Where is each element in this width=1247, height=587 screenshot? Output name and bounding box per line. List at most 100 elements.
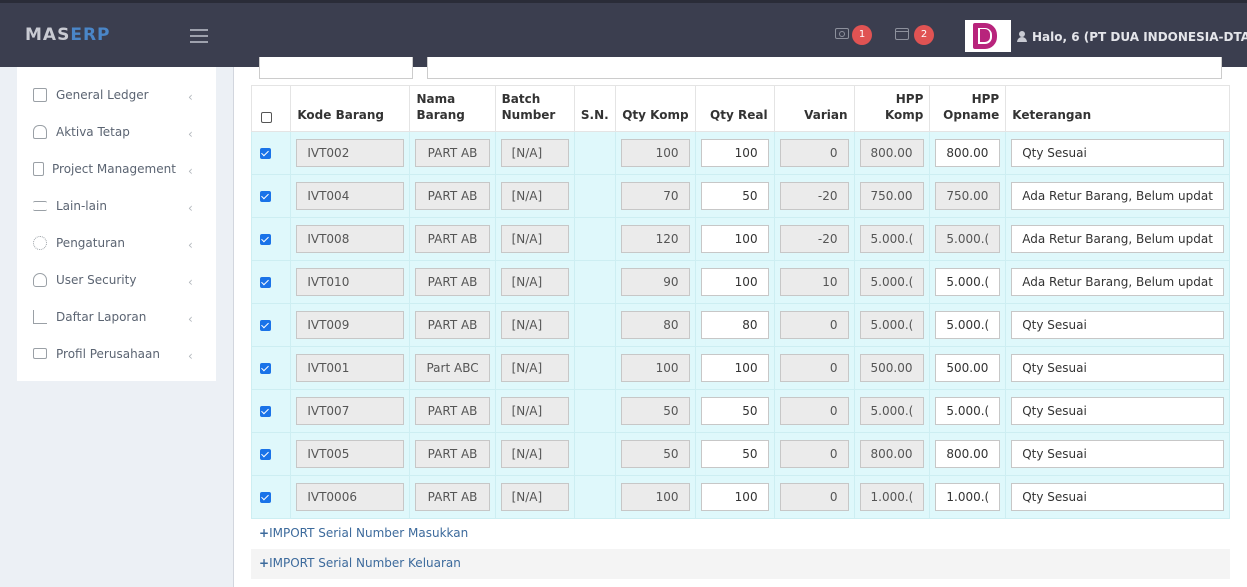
table-row: IVT007 PART AB [N/A] 50 50 0 5.000.( 5.0… — [250, 389, 1230, 433]
varian-field: 0 — [779, 311, 849, 339]
row-checkbox[interactable] — [260, 448, 271, 460]
menu-toggle-icon[interactable] — [190, 29, 208, 43]
qty-real-input[interactable]: 50 — [700, 182, 769, 210]
keterangan-input[interactable]: Qty Sesuai — [1011, 354, 1224, 382]
keterangan-input[interactable]: Ada Retur Barang, Belum updat — [1011, 268, 1224, 296]
hpp-opname-input[interactable]: 800.00 — [935, 440, 1001, 468]
keterangan-input[interactable]: Qty Sesuai — [1011, 483, 1224, 511]
row-checkbox[interactable] — [260, 319, 271, 331]
camera-icon[interactable] — [835, 28, 849, 39]
qty-real-input[interactable]: 100 — [700, 225, 769, 253]
book-icon — [33, 88, 47, 102]
col-batch-number: Batch Number — [494, 85, 575, 132]
varian-field: 0 — [779, 483, 849, 511]
filter-field-1[interactable] — [259, 57, 413, 79]
table-row: IVT005 PART AB [N/A] 50 50 0 800.00 800.… — [250, 432, 1230, 476]
table-row: IVT0006 PART AB [N/A] 100 100 0 1.000.( … — [250, 475, 1230, 519]
hpp-opname-input[interactable]: 5.000.( — [935, 268, 1001, 296]
keterangan-input[interactable]: Qty Sesuai — [1011, 311, 1224, 339]
col-nama-barang: Nama Barang — [409, 85, 496, 132]
hpp-komp-field: 5.000.( — [859, 268, 925, 296]
varian-field: 0 — [779, 397, 849, 425]
app-logo[interactable]: MASERP — [25, 25, 111, 45]
car-icon — [33, 125, 47, 139]
batch-number-field: [N/A] — [500, 483, 569, 511]
hpp-opname-input[interactable]: 500.00 — [935, 354, 1001, 382]
sidebar-item-project-management[interactable]: Project Management ‹ — [17, 151, 216, 188]
col-hpp-opname: HPP Opname — [929, 85, 1007, 132]
chevron-left-icon: ‹ — [188, 201, 193, 215]
select-all-checkbox[interactable] — [261, 112, 272, 123]
keterangan-input[interactable]: Qty Sesuai — [1011, 397, 1224, 425]
chevron-left-icon: ‹ — [188, 164, 193, 178]
col-qty-komp: Qty Komp — [614, 85, 696, 132]
user-greeting[interactable]: Halo, 6 (PT DUA INDONESIA-DTA001) — [1032, 30, 1247, 44]
row-checkbox[interactable] — [260, 405, 271, 417]
kode-barang-field: IVT009 — [296, 311, 405, 339]
import-sn-keluaran-link[interactable]: +IMPORT Serial Number Keluaran — [251, 549, 1230, 579]
col-hpp-komp: HPP Komp — [853, 85, 931, 132]
qty-real-input[interactable]: 100 — [700, 483, 769, 511]
qty-real-input[interactable]: 100 — [700, 354, 769, 382]
qty-komp-field: 100 — [620, 483, 690, 511]
sn-cell — [573, 131, 616, 175]
kode-barang-field: IVT001 — [296, 354, 405, 382]
hpp-komp-field: 5.000.( — [859, 397, 925, 425]
qty-komp-field: 100 — [620, 139, 690, 167]
keterangan-input[interactable]: Ada Retur Barang, Belum updat — [1011, 182, 1224, 210]
table-header-row: Kode Barang Nama Barang Batch Number S.N. … — [250, 85, 1230, 132]
batch-number-field: [N/A] — [500, 225, 569, 253]
sidebar-item-aktiva-tetap[interactable]: Aktiva Tetap ‹ — [17, 114, 216, 151]
varian-field: 0 — [779, 440, 849, 468]
sidebar-item-pengaturan[interactable]: Pengaturan ‹ — [17, 225, 216, 262]
keterangan-input[interactable]: Qty Sesuai — [1011, 440, 1224, 468]
row-checkbox[interactable] — [260, 491, 271, 503]
sidebar-item-general-ledger[interactable]: General Ledger ‹ — [17, 77, 216, 114]
sn-cell — [573, 303, 616, 347]
hpp-opname-input[interactable]: 5.000.( — [935, 397, 1001, 425]
table-row: IVT010 PART AB [N/A] 90 100 10 5.000.( 5… — [250, 260, 1230, 304]
row-checkbox[interactable] — [260, 362, 271, 374]
hpp-opname-input[interactable]: 800.00 — [935, 139, 1001, 167]
nama-barang-field: Part ABC — [415, 354, 490, 382]
hpp-komp-field: 5.000.( — [859, 225, 925, 253]
filter-field-2[interactable] — [427, 57, 1222, 79]
qty-komp-field: 90 — [620, 268, 690, 296]
row-checkbox[interactable] — [260, 276, 271, 288]
sidebar-item-daftar-laporan[interactable]: Daftar Laporan ‹ — [17, 299, 216, 336]
building-icon — [33, 162, 44, 176]
chevron-left-icon: ‹ — [188, 127, 193, 141]
row-checkbox[interactable] — [260, 190, 271, 202]
hpp-opname-field: 5.000.( — [935, 225, 1001, 253]
sn-cell — [573, 260, 616, 304]
hpp-opname-input[interactable]: 5.000.( — [935, 311, 1001, 339]
company-logo[interactable] — [965, 20, 1011, 52]
varian-field: 0 — [779, 354, 849, 382]
sidebar-item-user-security[interactable]: User Security ‹ — [17, 262, 216, 299]
select-all-header[interactable] — [250, 85, 292, 132]
qty-real-input[interactable]: 50 — [700, 440, 769, 468]
keterangan-input[interactable]: Qty Sesuai — [1011, 139, 1224, 167]
qty-real-input[interactable]: 100 — [700, 268, 769, 296]
hpp-komp-field: 5.000.( — [859, 311, 925, 339]
plus-icon: + — [259, 526, 270, 540]
row-checkbox[interactable] — [260, 233, 271, 245]
keterangan-input[interactable]: Ada Retur Barang, Belum updat — [1011, 225, 1224, 253]
hpp-komp-field: 800.00 — [859, 440, 925, 468]
qty-real-input[interactable]: 100 — [700, 139, 769, 167]
import-sn-masukkan-link[interactable]: +IMPORT Serial Number Masukkan — [259, 526, 469, 540]
batch-number-field: [N/A] — [500, 354, 569, 382]
qty-real-input[interactable]: 50 — [700, 397, 769, 425]
sidebar-item-lain-lain[interactable]: Lain-lain ‹ — [17, 188, 216, 225]
col-qty-real: Qty Real — [694, 85, 775, 132]
qty-real-input[interactable]: 80 — [700, 311, 769, 339]
row-checkbox[interactable] — [260, 147, 271, 159]
table-row: IVT002 PART AB [N/A] 100 100 0 800.00 80… — [250, 131, 1230, 175]
main-content: Kode Barang Nama Barang Batch Number S.N. … — [233, 57, 1247, 587]
calendar-icon[interactable] — [895, 28, 909, 40]
sidebar-item-profil-perusahaan[interactable]: Profil Perusahaan ‹ — [17, 336, 216, 373]
chevron-left-icon: ‹ — [188, 90, 193, 104]
hpp-opname-input[interactable]: 1.000.( — [935, 483, 1001, 511]
nama-barang-field: PART AB — [415, 139, 490, 167]
col-varian: Varian — [773, 85, 855, 132]
